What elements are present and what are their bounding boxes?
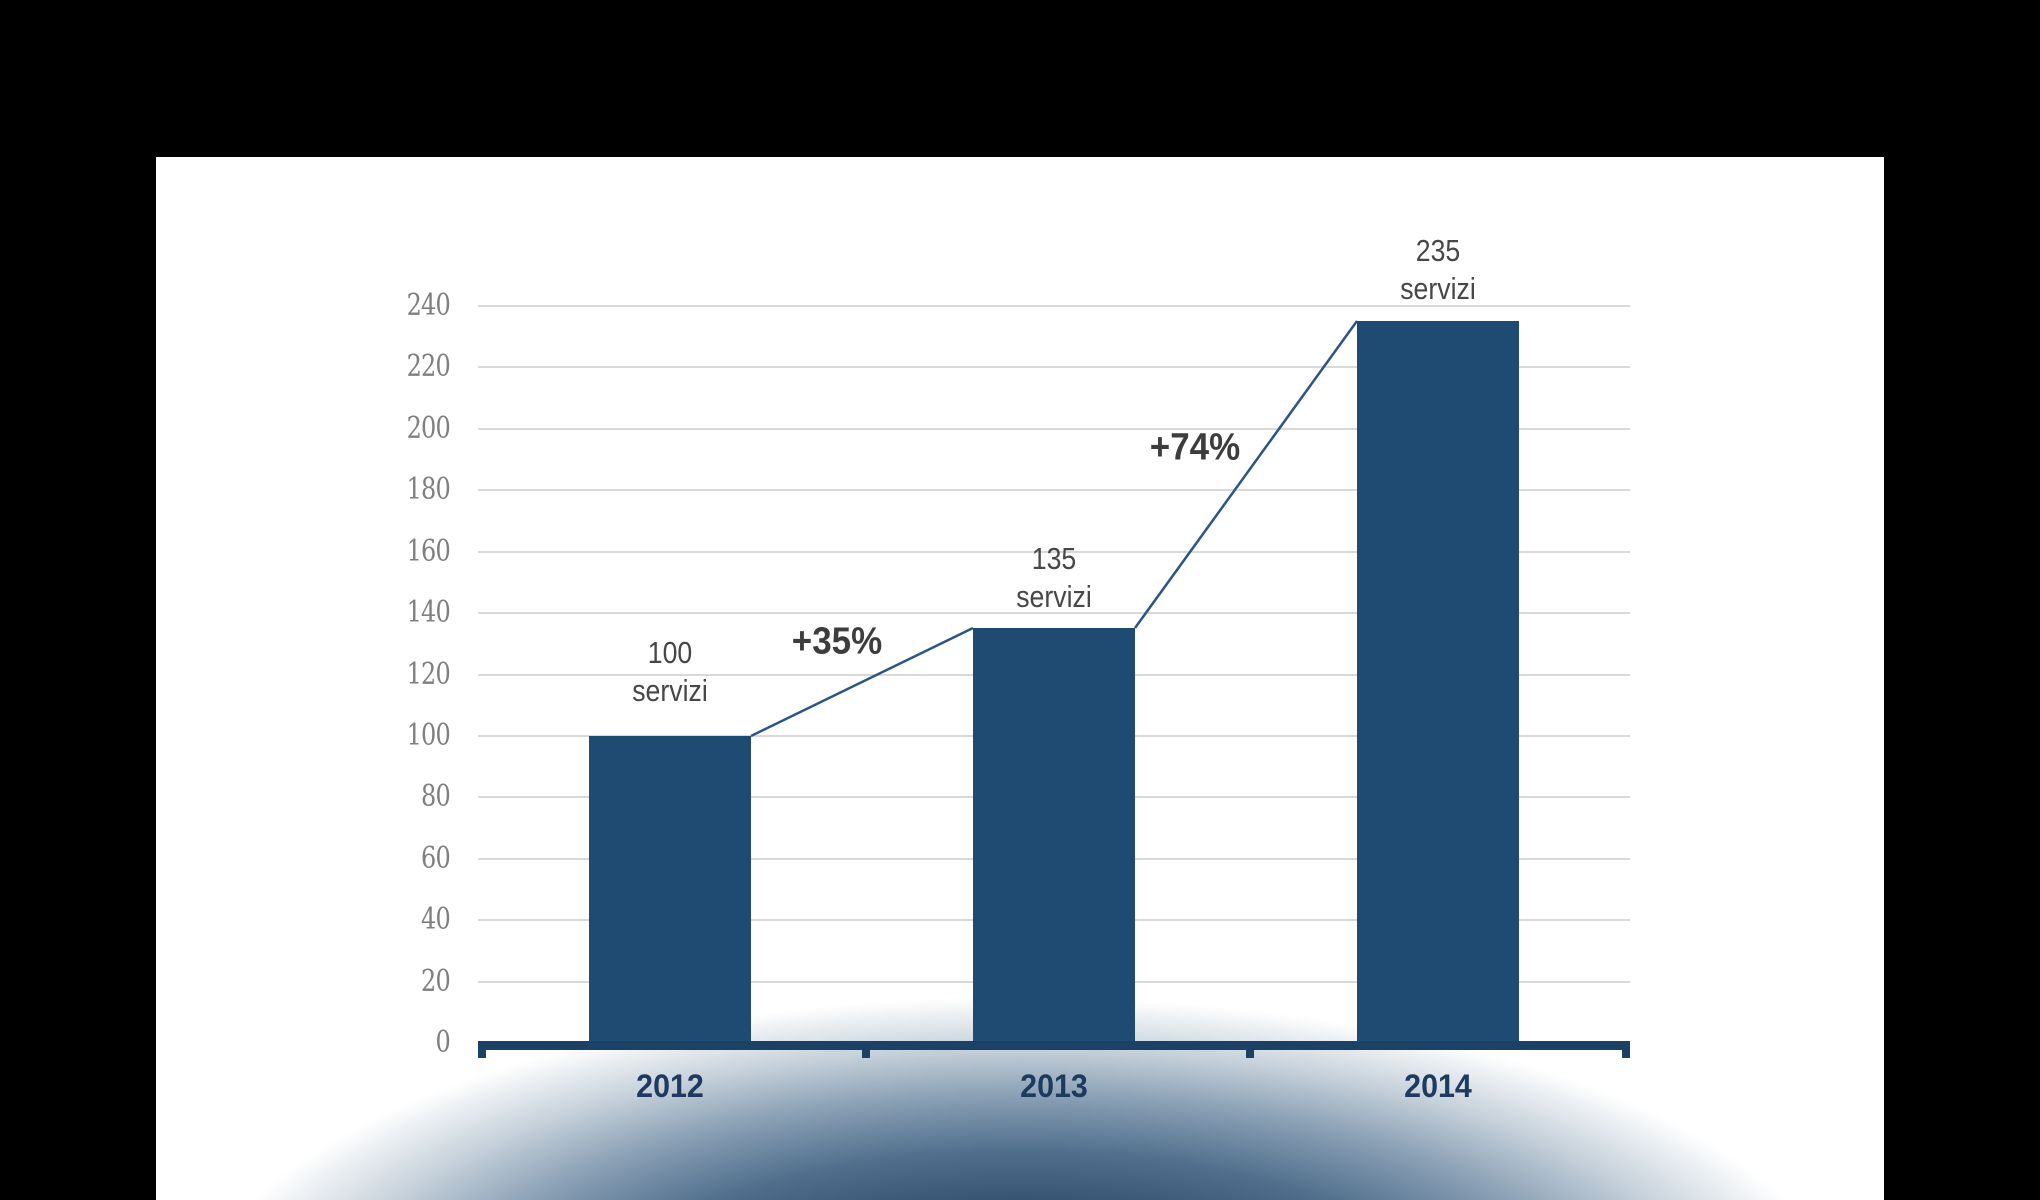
gridline-160 (478, 551, 1630, 553)
x-axis-tick-1 (862, 1050, 870, 1058)
gridline-200 (478, 428, 1630, 430)
bar-2013 (973, 628, 1135, 1046)
bar-2012 (589, 736, 751, 1046)
bar-value-label-line: servizi (1016, 579, 1092, 614)
y-tick-label-200: 200 (406, 411, 451, 446)
bar-value-label-line: 100 (647, 635, 693, 670)
x-axis-line (478, 1041, 1630, 1050)
growth-annotation-+74%: +74% (1149, 426, 1241, 469)
bar-value-label-2012: 100 servizi (541, 634, 799, 710)
gridline-240 (478, 305, 1630, 307)
y-tick-label-40: 40 (421, 902, 451, 937)
y-tick-label-120: 120 (406, 657, 451, 692)
x-tick-label-2013: 2013 (1020, 1068, 1088, 1104)
y-tick-label-80: 80 (421, 779, 451, 814)
y-tick-label-100: 100 (406, 718, 451, 753)
x-tick-label-2014: 2014 (1404, 1068, 1472, 1104)
y-tick-label-20: 20 (421, 964, 451, 999)
bar-value-label-2014: 235 servizi (1309, 232, 1567, 308)
y-tick-label-160: 160 (406, 534, 451, 569)
y-tick-label-0: 0 (435, 1025, 451, 1060)
gridline-180 (478, 489, 1630, 491)
x-axis-tick-3 (1622, 1050, 1630, 1058)
x-tick-label-2012: 2012 (636, 1068, 704, 1104)
bar-value-label-line: servizi (632, 673, 708, 708)
gridline-140 (478, 612, 1630, 614)
y-tick-label-140: 140 (406, 595, 451, 630)
gridline-220 (478, 366, 1630, 368)
bar-value-label-line: servizi (1400, 271, 1476, 306)
bar-2014 (1357, 321, 1519, 1046)
y-tick-label-180: 180 (406, 472, 451, 507)
bar-value-label-line: 235 (1415, 233, 1461, 268)
bar-value-label-2013: 135 servizi (925, 540, 1183, 616)
growth-annotation-+35%: +35% (791, 620, 883, 663)
x-axis-tick-2 (1246, 1050, 1254, 1058)
x-axis-tick-0 (478, 1050, 486, 1058)
y-tick-label-60: 60 (421, 841, 451, 876)
y-tick-label-220: 220 (406, 349, 451, 384)
bar-value-label-line: 135 (1031, 541, 1077, 576)
y-tick-label-240: 240 (406, 288, 451, 323)
